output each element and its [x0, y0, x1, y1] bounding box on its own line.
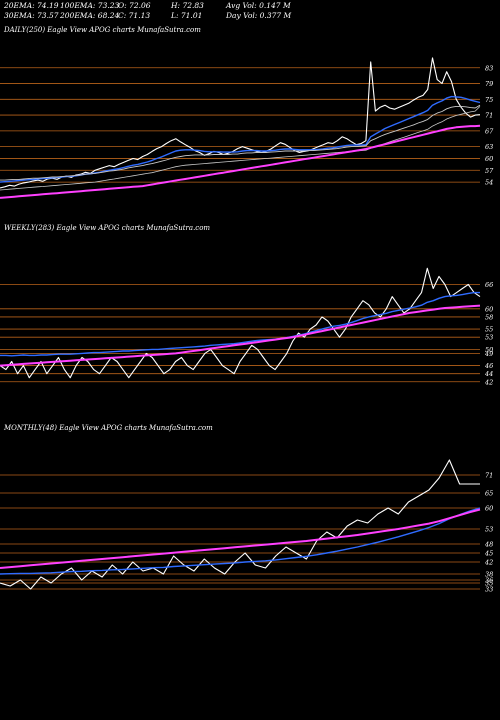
weekly-y-tick-label: 60 [485, 305, 493, 313]
weekly-y-tick-label: 50 [485, 346, 493, 354]
daily-y-tick-label: 79 [485, 80, 493, 88]
monthly-y-tick-label: 45 [484, 550, 493, 558]
weekly-y-tick-label: 58 [485, 313, 493, 321]
monthly-y-tick-label: 65 [485, 490, 493, 498]
daily-chart-title: DAILY(250) Eagle View APOG charts Munafa… [4, 26, 201, 34]
weekly-y-tick-label: 55 [485, 326, 493, 334]
weekly-y-tick-label: 66 [485, 281, 493, 289]
daily-y-tick-label: 54 [485, 179, 493, 187]
stat-close: C: 71.13 [118, 11, 151, 20]
monthly-y-tick-label: 53 [485, 526, 493, 534]
daily-y-tick-label: 63 [485, 143, 493, 151]
daily-ema-200-line [0, 124, 481, 199]
daily-y-tick-label: 83 [485, 64, 493, 72]
daily-y-tick-label: 60 [485, 155, 493, 163]
daily-ema-30-line [0, 104, 481, 181]
monthly-y-tick-label: 36 [485, 577, 493, 585]
monthly-chart-title: MONTHLY(48) Eagle View APOG charts Munaf… [4, 424, 213, 432]
stat-open: O: 72.06 [118, 1, 151, 10]
weekly-y-tick-label: 49 [484, 350, 493, 358]
stats-row-1: 20EMA: 74.19 100EMA: 73.23 O: 72.06 H: 7… [4, 1, 496, 11]
stat-100ema: 100EMA: 73.23 [60, 1, 120, 10]
monthly-y-tick-label: 42 [484, 559, 493, 567]
monthly-price-line [0, 459, 480, 590]
stat-low: L: 71.01 [171, 11, 203, 20]
weekly-chart-title: WEEKLY(283) Eagle View APOG charts Munaf… [4, 224, 211, 232]
weekly-y-tick-label: 42 [484, 378, 493, 386]
monthly-y-tick-label: 48 [484, 541, 493, 549]
monthly-y-tick-label: 71 [485, 472, 493, 480]
daily-y-tick-label: 57 [485, 167, 494, 175]
stat-200ema: 200EMA: 68.24 [60, 11, 120, 20]
stat-20ema: 20EMA: 74.19 [4, 1, 59, 10]
monthly-ema-slow-line [0, 508, 481, 569]
monthly-y-tick-label: 60 [485, 505, 493, 513]
monthly-y-tick-label: 33 [485, 586, 493, 594]
weekly-ema-slow-line [0, 304, 481, 367]
daily-y-tick-label: 75 [485, 96, 493, 104]
monthly-ema-fast-line [0, 507, 481, 575]
stat-high: H: 72.83 [171, 1, 204, 10]
monthly-y-tick-label: 35 [485, 580, 493, 588]
stats-row-2: 30EMA: 73.57 200EMA: 68.24 C: 71.13 L: 7… [4, 11, 496, 21]
weekly-y-tick-label: 53 [485, 334, 493, 342]
monthly-y-tick-label: 38 [485, 571, 493, 579]
stat-30ema: 30EMA: 73.57 [4, 11, 59, 20]
daily-chart: 83 79 75 71 67 63 60 57 54 [0, 57, 494, 199]
weekly-ema-fast-line [0, 291, 480, 357]
stat-avg-vol: Avg Vol: 0.147 M [226, 1, 291, 10]
stat-day-vol: Day Vol: 0.377 M [226, 11, 292, 20]
stats-header: 20EMA: 74.19 100EMA: 73.23 O: 72.06 H: 7… [4, 1, 496, 21]
weekly-y-tick-label: 46 [484, 362, 493, 370]
daily-y-tick-label: 67 [485, 127, 494, 135]
daily-y-tick-label: 71 [485, 112, 493, 120]
daily-ema-100-line [0, 106, 481, 191]
weekly-y-tick-label: 44 [484, 370, 493, 378]
daily-price-line [0, 57, 481, 189]
